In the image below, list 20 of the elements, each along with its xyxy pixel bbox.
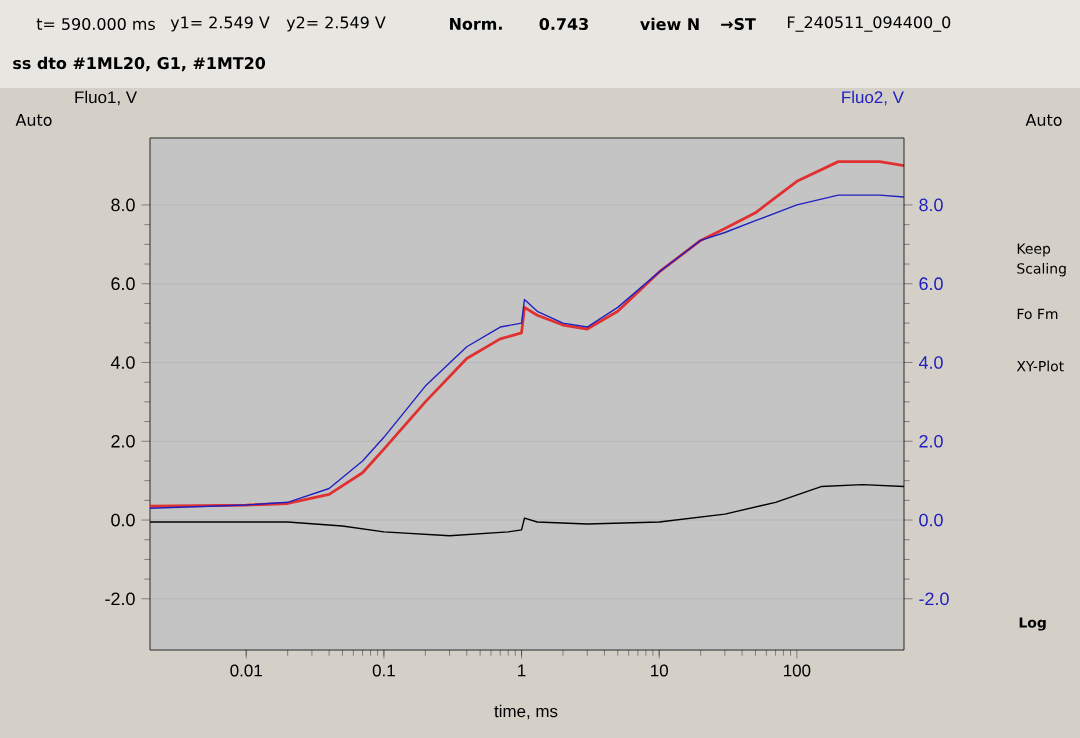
y2-tick-label: 0.0 xyxy=(919,513,943,527)
y-axis-title: Fluo1, V xyxy=(75,90,138,106)
y2-tick-label: 6.0 xyxy=(919,277,943,291)
x-tick-label: 10 xyxy=(651,664,668,677)
y-tick-label: 4.0 xyxy=(110,356,135,369)
y-tick-label: 2.0 xyxy=(111,434,135,448)
y2-tick-label: 4.0 xyxy=(918,356,943,369)
y2-axis-title: Fluo2, V xyxy=(842,90,904,106)
y2-tick-label: 2.0 xyxy=(919,434,943,448)
y2-tick-label: -2.0 xyxy=(919,592,949,606)
y2-tick-label: 8.0 xyxy=(919,198,943,212)
x-tick-label: 0.01 xyxy=(230,664,262,677)
x-tick-label: 0.1 xyxy=(372,664,395,677)
y-tick-label: 0.0 xyxy=(111,513,135,527)
x-axis-title: time, ms xyxy=(494,704,558,720)
x-tick-label: 1 xyxy=(518,664,526,677)
y-tick-label: 8.0 xyxy=(111,198,135,212)
y-tick-label: 6.0 xyxy=(111,277,135,291)
x-tick-label: 100 xyxy=(784,664,811,677)
y-tick-label: -2.0 xyxy=(105,592,135,606)
